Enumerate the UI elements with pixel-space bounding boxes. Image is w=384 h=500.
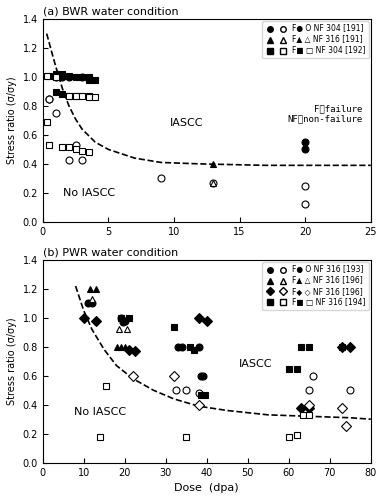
Legend: F● O NF 316 [193], F▲ △ NF 316 [196], F◆ ◇ NF 316 [196], F■ □ NF 316 [194]: F● O NF 316 [193], F▲ △ NF 316 [196], F◆…	[262, 262, 369, 310]
Text: No IASCC: No IASCC	[74, 407, 126, 417]
Text: IASCC: IASCC	[239, 359, 273, 369]
Text: IASCC: IASCC	[170, 118, 204, 128]
Y-axis label: Stress ratio (σ/σy): Stress ratio (σ/σy)	[7, 318, 17, 405]
Y-axis label: Stress ratio (σ/σy): Stress ratio (σ/σy)	[7, 76, 17, 164]
Text: No IASCC: No IASCC	[63, 188, 115, 198]
Legend: F● O NF 304 [191], F▲ △ NF 316 [191], F■ □ NF 304 [192]: F● O NF 304 [191], F▲ △ NF 316 [191], F■…	[262, 22, 369, 59]
Text: (a) BWR water condition: (a) BWR water condition	[43, 7, 178, 17]
Text: F：failure
NF：non-failure: F：failure NF：non-failure	[287, 104, 362, 124]
X-axis label: Dose  (dpa): Dose (dpa)	[174, 483, 239, 493]
Text: (b) PWR water condition: (b) PWR water condition	[43, 248, 178, 258]
